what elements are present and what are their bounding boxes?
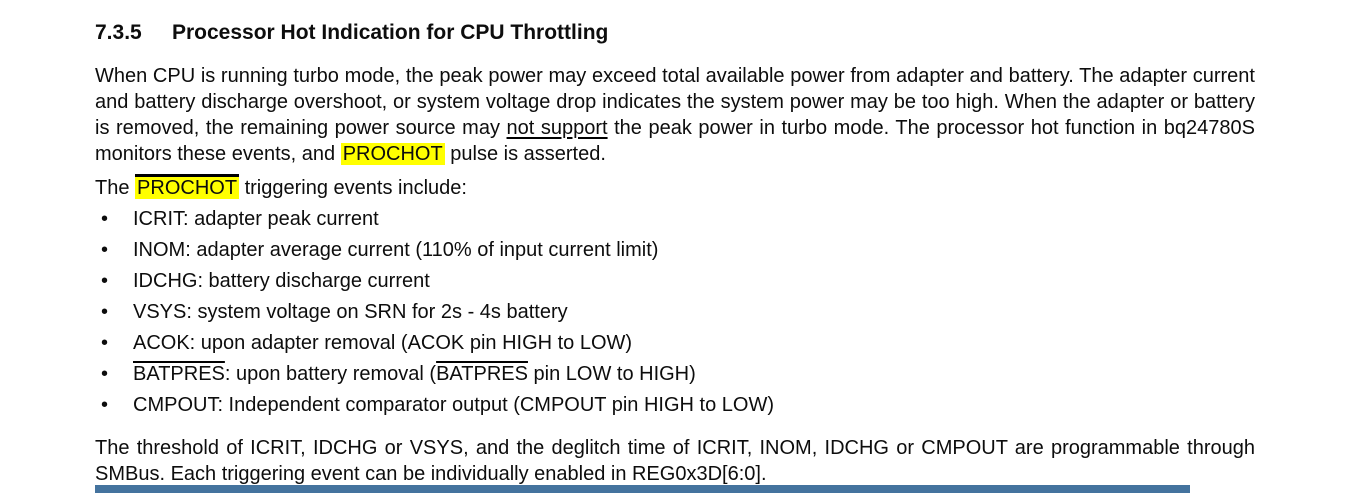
text-run: triggering events include:	[239, 177, 467, 199]
bullet-marker: •	[101, 301, 109, 323]
paragraph-threshold-smbus: The threshold of ICRIT, IDCHG or VSYS, a…	[95, 435, 1255, 487]
paragraph-intro-power: When CPU is running turbo mode, the peak…	[95, 63, 1255, 167]
text-run: The	[95, 177, 136, 199]
text-run: IDCHG: battery discharge current	[133, 270, 430, 292]
section-title: Processor Hot Indication for CPU Throttl…	[172, 21, 609, 44]
section-heading: 7.3.5 Processor Hot Indication for CPU Th…	[95, 21, 1255, 44]
text-run: ACOK: upon adapter removal (ACOK pin HIG…	[133, 332, 633, 354]
list-item: • IDCHG: battery discharge current	[95, 266, 1255, 297]
bullet-marker: •	[101, 239, 109, 261]
list-item: • INOM: adapter average current (110% of …	[95, 235, 1255, 266]
text-run: The threshold of ICRIT, IDCHG or VSYS, a…	[95, 437, 1255, 485]
text-run: pin LOW to HIGH)	[527, 363, 696, 385]
text-run: INOM: adapter average current (110% of i…	[133, 239, 659, 261]
bullet-marker: •	[101, 394, 109, 416]
blue-divider-bar	[95, 485, 1190, 493]
text-run: CMPOUT: Independent comparator output (C…	[133, 394, 774, 416]
list-item: • VSYS: system voltage on SRN for 2s - 4s…	[95, 297, 1255, 328]
list-item: • BATPRES: upon battery removal (BATPRES …	[95, 359, 1255, 390]
text-run: PROCHOT	[135, 177, 240, 199]
list-item: • CMPOUT: Independent comparator output (…	[95, 390, 1255, 421]
text-run: VSYS: system voltage on SRN for 2s - 4s …	[133, 301, 568, 323]
text-run: ICRIT: adapter peak current	[133, 208, 379, 230]
list-item: • ICRIT: adapter peak current	[95, 204, 1255, 235]
paragraph-prochot-events: The PROCHOT triggering events include:	[95, 175, 1255, 201]
bullet-marker: •	[101, 270, 109, 292]
text-run: not support	[506, 117, 608, 139]
text-run: the peak power in turbo mode. The proces…	[95, 117, 1255, 165]
trigger-event-list: • ICRIT: adapter peak current • INOM: adapt…	[95, 204, 1255, 421]
text-run: BATPRES	[436, 363, 528, 385]
text-run: : upon battery removal (	[224, 363, 437, 385]
bullet-marker: •	[101, 332, 109, 354]
bullet-marker: •	[101, 363, 109, 385]
section-number: 7.3.5	[95, 21, 142, 44]
text-run: When CPU is running turbo mode, the peak…	[95, 65, 1255, 139]
text-run: PROCHOT	[340, 143, 445, 165]
list-item: • ACOK: upon adapter removal (ACOK pin HI…	[95, 328, 1255, 359]
text-run: BATPRES	[133, 363, 225, 385]
bullet-marker: •	[101, 208, 109, 230]
text-run: pulse is asserted.	[444, 143, 606, 165]
